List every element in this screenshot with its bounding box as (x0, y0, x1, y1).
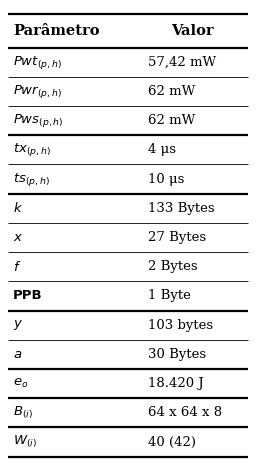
Text: $\mathit{Pwt}_{(p,h)}$: $\mathit{Pwt}_{(p,h)}$ (13, 54, 62, 71)
Text: $\mathit{B}_{(i)}$: $\mathit{B}_{(i)}$ (13, 404, 33, 421)
Text: $\mathit{W}_{(i)}$: $\mathit{W}_{(i)}$ (13, 434, 37, 450)
Text: 10 μs: 10 μs (148, 172, 185, 185)
Text: Valor: Valor (171, 24, 213, 38)
Text: 62 mW: 62 mW (148, 114, 196, 127)
Text: 64 x 64 x 8: 64 x 64 x 8 (148, 406, 223, 419)
Text: 62 mW: 62 mW (148, 85, 196, 98)
Text: 40 (42): 40 (42) (148, 436, 197, 449)
Text: $\mathit{Pws}_{(p,h)}$: $\mathit{Pws}_{(p,h)}$ (13, 112, 63, 129)
Text: 27 Bytes: 27 Bytes (148, 231, 207, 244)
Text: 2 Bytes: 2 Bytes (148, 260, 198, 273)
Text: $\mathit{k}$: $\mathit{k}$ (13, 201, 23, 215)
Text: $\mathit{x}$: $\mathit{x}$ (13, 231, 23, 244)
Text: $\mathit{e}_{o}$: $\mathit{e}_{o}$ (13, 377, 28, 390)
Text: $\mathit{y}$: $\mathit{y}$ (13, 318, 23, 332)
Text: 1 Byte: 1 Byte (148, 289, 191, 302)
Text: $\mathit{f}$: $\mathit{f}$ (13, 260, 21, 274)
Text: 18.420 J: 18.420 J (148, 377, 204, 390)
Text: $\mathit{a}$: $\mathit{a}$ (13, 348, 22, 361)
Text: 103 bytes: 103 bytes (148, 319, 214, 332)
Text: Parâmetro: Parâmetro (13, 24, 100, 38)
Text: $\mathit{ts}_{(p,h)}$: $\mathit{ts}_{(p,h)}$ (13, 171, 50, 187)
Text: $\mathit{tx}_{(p,h)}$: $\mathit{tx}_{(p,h)}$ (13, 141, 51, 158)
Text: 57,42 mW: 57,42 mW (148, 55, 217, 69)
Text: $\mathit{Pwr}_{(p,h)}$: $\mathit{Pwr}_{(p,h)}$ (13, 83, 62, 100)
Text: PPB: PPB (13, 289, 42, 302)
Text: 4 μs: 4 μs (148, 144, 176, 156)
Text: 30 Bytes: 30 Bytes (148, 348, 207, 361)
Text: 133 Bytes: 133 Bytes (148, 202, 215, 215)
